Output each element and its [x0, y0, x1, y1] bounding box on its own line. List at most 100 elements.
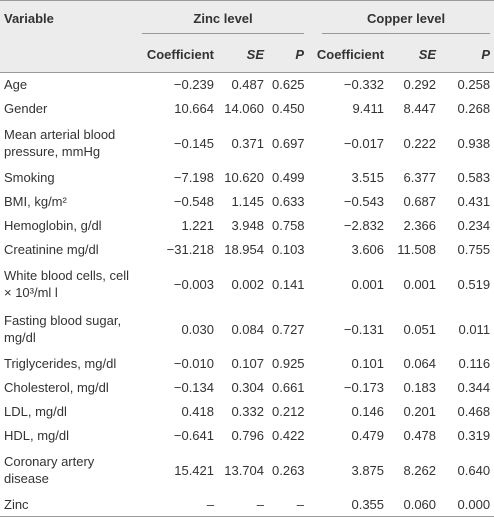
cell: 0.060 — [403, 496, 437, 512]
cell: 0.292 — [403, 77, 437, 93]
cell: 0.051 — [403, 321, 437, 337]
cell: 1.145 — [231, 194, 264, 209]
row-label: Coronary artery disease — [4, 454, 95, 486]
cell: 0.519 — [457, 276, 491, 292]
cell: 0.001 — [403, 276, 437, 292]
cell: 10.620 — [224, 170, 264, 185]
cell: −31.218 — [166, 242, 214, 257]
group-header: Zinc level — [138, 1, 308, 38]
cell: 2.366 — [403, 218, 437, 233]
table-header: Variable Zinc level Copper level Coeffic… — [0, 0, 494, 73]
cell: 3.606 — [351, 242, 385, 257]
row-label: Zinc — [4, 496, 29, 512]
row-label: HDL, mg/dl — [4, 428, 70, 443]
cell: 0.925 — [272, 356, 305, 371]
row-label: BMI, kg/m² — [4, 194, 67, 209]
table-row: Gender 10.664 14.060 0.450 9.411 8.447 0.268 — [0, 97, 494, 121]
cell: 0.625 — [272, 77, 305, 93]
table-row: Triglycerides, mg/dl −0.010 0.107 0.925 0.10… — [0, 352, 494, 376]
cell: 10.664 — [174, 101, 214, 116]
cell: −0.134 — [173, 380, 214, 395]
cell: – — [256, 496, 264, 512]
cell: 0.002 — [231, 276, 264, 292]
cell: 11.508 — [397, 242, 437, 257]
subheader-cell: SE — [246, 47, 264, 63]
cell: 0.478 — [403, 428, 437, 443]
cell: – — [296, 496, 305, 512]
cell: 0.355 — [351, 496, 385, 512]
cell: 0.633 — [272, 194, 305, 209]
cell: 0.499 — [272, 170, 305, 185]
cell: 0.263 — [272, 462, 305, 478]
table-row: Cholesterol, mg/dl −0.134 0.304 0.661 −0.173… — [0, 376, 494, 400]
table-row: HDL, mg/dl −0.641 0.796 0.422 0.479 0.478 0.31… — [0, 424, 494, 448]
cell: 0.304 — [231, 380, 264, 395]
subheader-row: Coefficient SE P Coefficient SE P — [0, 37, 494, 73]
cell: 0.030 — [181, 321, 214, 337]
table-row: Smoking −7.198 10.620 0.499 3.515 6.377 0.583 — [0, 166, 494, 190]
cell: 0.103 — [272, 242, 305, 257]
cell: 0.487 — [231, 77, 264, 93]
cell: −0.239 — [173, 77, 214, 93]
row-label: Creatinine mg/dl — [4, 242, 99, 257]
cell: −0.548 — [173, 194, 214, 209]
cell: 0.258 — [457, 77, 491, 93]
cell: 0.001 — [351, 276, 385, 292]
cell: 3.875 — [351, 462, 385, 478]
cell: −7.198 — [173, 170, 214, 185]
header-cell: Variable — [4, 11, 54, 26]
cell: 0.450 — [272, 101, 305, 116]
cell: 0.755 — [457, 242, 491, 257]
cell: 0.000 — [457, 496, 491, 512]
cell: 0.101 — [351, 356, 385, 371]
cell: 0.431 — [457, 194, 491, 209]
table-row: Hemoglobin, g/dl 1.221 3.948 0.758 −2.832 2.3… — [0, 214, 494, 238]
cell: 0.201 — [403, 404, 437, 419]
row-label: Fasting blood sugar, mg/dl — [4, 313, 122, 345]
cell: 0.011 — [458, 321, 491, 337]
cell: −0.131 — [343, 321, 385, 337]
table-row: Mean arterial blood pressure, mmHg −0.145… — [0, 121, 494, 166]
cell: 0.796 — [231, 428, 264, 443]
cell: 3.948 — [231, 218, 264, 233]
subheader-cell: Coefficient — [146, 47, 214, 63]
cell: −0.017 — [343, 135, 385, 151]
cell: 0.727 — [272, 321, 305, 337]
table-row: BMI, kg/m² −0.548 1.145 0.633 −0.543 0.687 0.4… — [0, 190, 494, 214]
row-label: White blood cells, cell × 10³/ml l — [4, 268, 129, 300]
header-cell — [0, 38, 138, 73]
cell: 13.704 — [224, 462, 264, 478]
cell: 0.687 — [403, 194, 437, 209]
cell: −0.641 — [173, 428, 214, 443]
cell: 0.107 — [231, 356, 264, 371]
row-label: LDL, mg/dl — [4, 404, 67, 419]
row-label: Triglycerides, mg/dl — [4, 356, 117, 371]
cell: 0.344 — [457, 380, 491, 395]
cell: 18.954 — [224, 242, 264, 257]
cell: 8.447 — [403, 101, 437, 116]
row-label: Gender — [4, 101, 48, 116]
cell: 0.371 — [231, 135, 264, 151]
cell: −0.010 — [173, 356, 214, 371]
row-label: Hemoglobin, g/dl — [4, 218, 102, 233]
cell: 0.268 — [457, 101, 491, 116]
row-label: Cholesterol, mg/dl — [4, 380, 109, 395]
cell: 1.221 — [181, 218, 214, 233]
cell: 0.234 — [457, 218, 491, 233]
cell: −0.543 — [343, 194, 385, 209]
table-row: Fasting blood sugar, mg/dl 0.030 0.084 0.72… — [0, 307, 494, 352]
cell: 0.064 — [403, 356, 437, 371]
cell: 0.084 — [231, 321, 264, 337]
table-row: Creatinine mg/dl −31.218 18.954 0.103 3.606 1… — [0, 238, 494, 262]
cell: 0.640 — [457, 462, 491, 478]
row-label: Mean arterial blood pressure, mmHg — [4, 127, 116, 159]
cell: 0.141 — [272, 276, 305, 292]
table-row: White blood cells, cell × 10³/ml l −0.003… — [0, 262, 494, 307]
group-label: Copper level — [322, 11, 491, 35]
group-header: Copper level — [308, 1, 494, 38]
cell: 0.583 — [457, 170, 491, 185]
table-row: LDL, mg/dl 0.418 0.332 0.212 0.146 0.201 0.468 — [0, 400, 494, 424]
row-label: Smoking — [4, 170, 55, 185]
